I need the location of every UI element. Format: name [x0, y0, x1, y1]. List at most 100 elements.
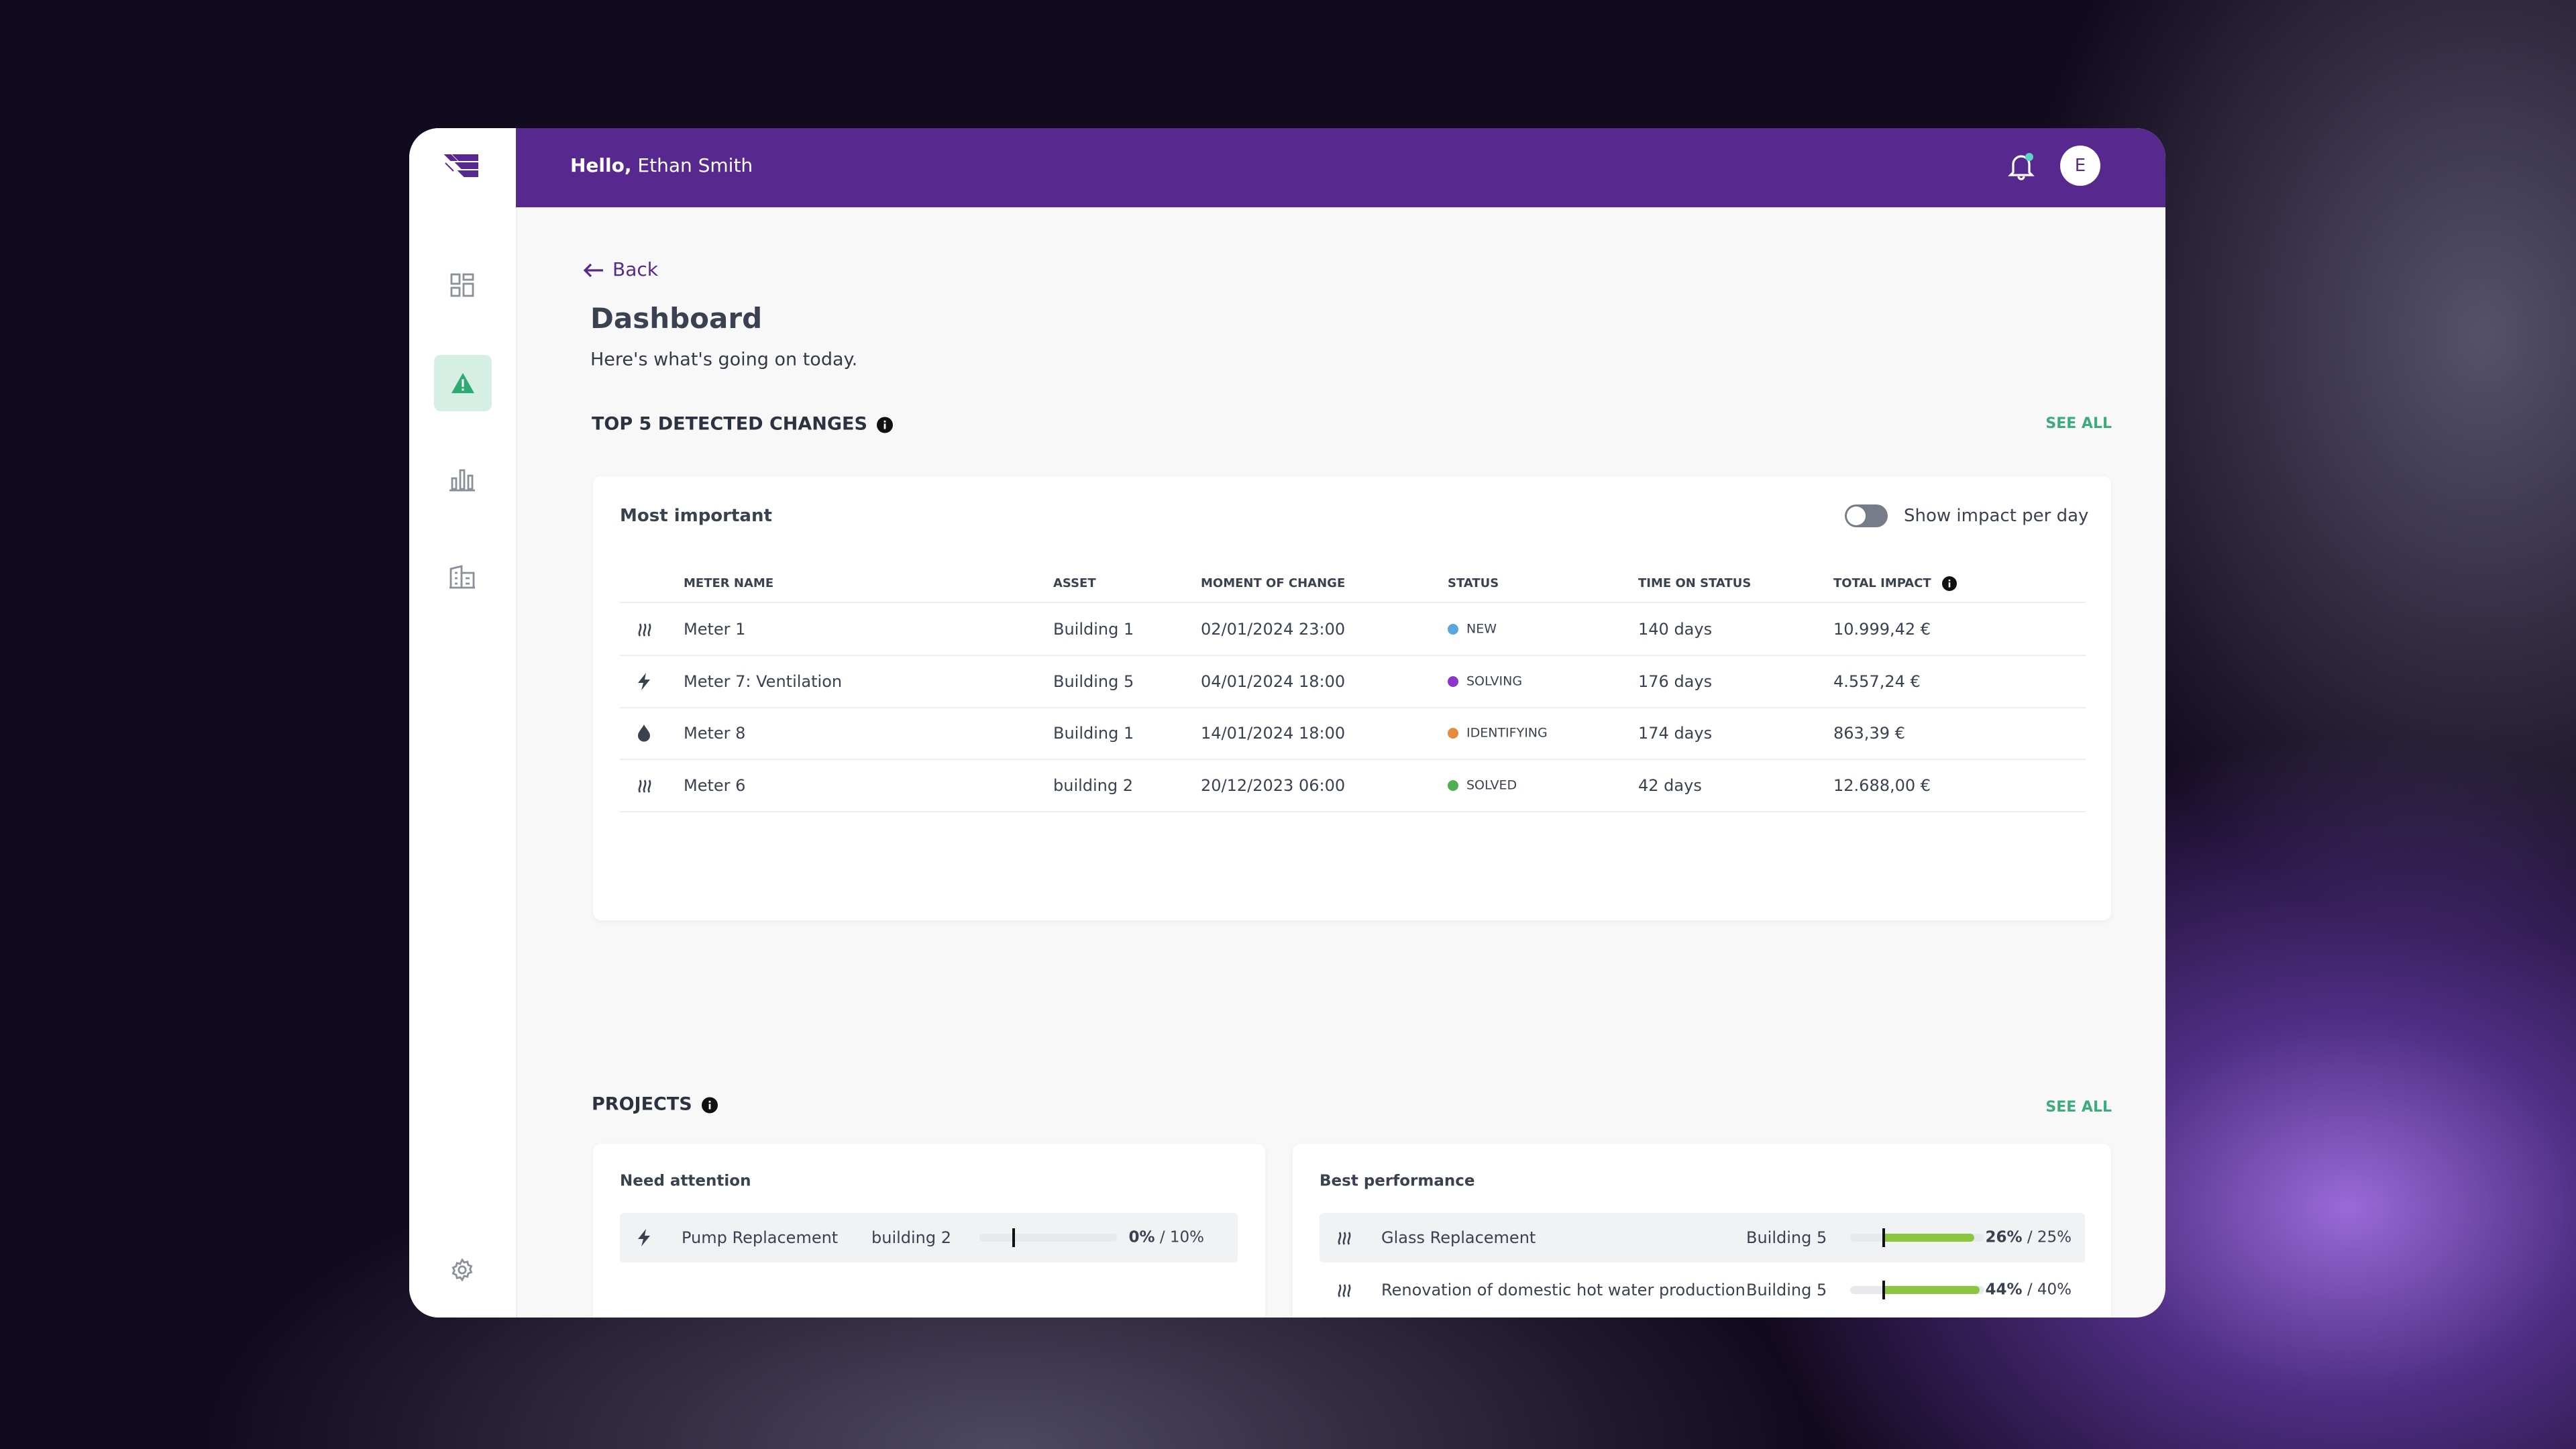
project-name: Glass Replacement	[1381, 1228, 1536, 1247]
progress-label: 44% / 40%	[1985, 1282, 2072, 1297]
status-dot	[1448, 676, 1458, 687]
logo	[443, 154, 478, 177]
toggle-label: Show impact per day	[1904, 506, 2089, 526]
status: SOLVING	[1466, 674, 1523, 688]
moment: 02/01/2024 23:00	[1201, 620, 1346, 639]
target-marker	[1012, 1228, 1016, 1247]
progress-value: 26%	[1985, 1228, 2023, 1246]
meter-icon	[634, 672, 654, 690]
total-impact: 4.557,24 €	[1833, 672, 1921, 691]
column-header: TOTAL IMPACT	[1833, 576, 1931, 590]
icon-graphic	[638, 623, 651, 637]
project-row[interactable]: Glass Replacement Building 5 26% / 25%	[1320, 1213, 2085, 1263]
back-link[interactable]: Back	[583, 260, 658, 279]
nav-analytics[interactable]	[445, 462, 480, 497]
project-row[interactable]: Pump Replacement building 2 0% / 10%	[620, 1213, 1238, 1263]
info-icon[interactable]	[701, 1097, 718, 1113]
impact-toggle[interactable]	[1845, 504, 1888, 527]
icon-graphic	[1338, 1283, 1351, 1297]
status-dot	[1448, 780, 1458, 791]
progress-value: 0%	[1128, 1228, 1155, 1246]
toggle-knob	[1847, 506, 1866, 525]
nav-settings[interactable]	[445, 1252, 480, 1287]
page-subtitle: Here's what's going on today.	[590, 349, 858, 370]
project-name: Pump Replacement	[682, 1228, 839, 1247]
changes-title: TOP 5 DETECTED CHANGES	[592, 413, 867, 435]
need-attention-card: Need attention Pump Replacement building …	[593, 1144, 1265, 1318]
row-divider	[620, 706, 2086, 708]
progress-label: 26% / 25%	[1985, 1230, 2072, 1246]
target-marker	[1882, 1228, 1885, 1247]
asset: Building 1	[1053, 620, 1134, 639]
nav-buildings[interactable]	[445, 559, 480, 594]
card-title: Most important	[620, 506, 772, 526]
meter-icon	[634, 621, 654, 637]
nav-overview[interactable]	[445, 268, 480, 303]
status-dot	[1448, 624, 1458, 635]
card-title: Best performance	[1320, 1172, 1475, 1190]
meter-icon	[634, 777, 654, 794]
target-marker	[1882, 1280, 1885, 1299]
column-header: STATUS	[1448, 576, 1499, 590]
icon-graphic	[1338, 1232, 1351, 1245]
project-asset: Building 5	[1746, 1228, 1827, 1247]
progress-value: 44%	[1985, 1281, 2023, 1298]
time-on-status: 176 days	[1638, 672, 1713, 691]
notification-bell[interactable]	[2008, 152, 2035, 180]
asset: building 2	[1053, 775, 1134, 795]
time-on-status: 174 days	[1638, 724, 1713, 743]
meter-icon	[634, 1229, 654, 1246]
row-divider	[620, 759, 2086, 760]
sidebar	[409, 128, 517, 1318]
column-header: MOMENT OF CHANGE	[1201, 576, 1346, 590]
avatar[interactable]: E	[2060, 146, 2100, 186]
status: SOLVED	[1466, 777, 1517, 792]
column-header: TIME ON STATUS	[1638, 576, 1752, 590]
nav-alerts-active[interactable]	[434, 355, 492, 411]
progress-label: 0% / 10%	[1128, 1230, 1204, 1246]
total-impact: 10.999,42 €	[1833, 620, 1931, 639]
best-performance-card: Best performance Glass Replacement Buildi…	[1293, 1144, 2111, 1318]
section-title: PROJECTS	[592, 1095, 718, 1114]
moment: 14/01/2024 18:00	[1201, 724, 1346, 743]
separator: /	[2027, 1228, 2033, 1246]
row-divider	[620, 602, 2086, 603]
meter-name: Meter 6	[684, 775, 746, 795]
icon-graphic	[638, 779, 651, 793]
see-all[interactable]: SEE ALL	[2045, 415, 2112, 432]
card-title: Need attention	[620, 1172, 751, 1190]
back-text: Back	[612, 258, 658, 280]
asset: Building 1	[1053, 724, 1134, 743]
greeting: Hello,	[570, 154, 632, 176]
meter-icon	[634, 724, 654, 742]
project-name: Renovation of domestic hot water product…	[1381, 1280, 1746, 1299]
meter-name: Meter 7: Ventilation	[684, 672, 843, 691]
top-bar: Hello, Ethan Smith E	[516, 128, 2165, 207]
project-asset: Building 5	[1746, 1280, 1827, 1299]
status: IDENTIFYING	[1466, 725, 1548, 741]
row-divider	[620, 655, 2086, 656]
page-title: Dashboard	[590, 302, 763, 335]
project-row[interactable]: Renovation of domestic hot water product…	[1320, 1265, 2085, 1315]
user-name: Ethan Smith	[637, 154, 753, 176]
progress-track	[979, 1234, 1117, 1242]
separator: /	[1159, 1228, 1165, 1246]
see-all[interactable]: SEE ALL	[2045, 1099, 2112, 1116]
section-title: TOP 5 DETECTED CHANGES	[592, 415, 893, 433]
total-impact: 863,39 €	[1833, 724, 1905, 743]
meter-name: Meter 8	[684, 724, 746, 743]
info-icon[interactable]	[876, 417, 893, 433]
separator: /	[2027, 1281, 2033, 1298]
meter-name: Meter 1	[684, 620, 746, 639]
icon-graphic	[638, 1229, 650, 1246]
status-dot	[1448, 728, 1458, 739]
changes-card: Most important Show impact per day METER…	[593, 476, 2111, 920]
icon-graphic	[638, 724, 650, 742]
progress-target: 25%	[2037, 1228, 2072, 1246]
progress-bar	[1884, 1234, 1975, 1242]
project-row[interactable]: Relamping LEDBuilding 38% / 20%	[1320, 1317, 2085, 1318]
info-icon	[1942, 576, 1957, 591]
total-impact: 12.688,00 €	[1833, 775, 1931, 795]
column-header: ASSET	[1053, 576, 1096, 590]
